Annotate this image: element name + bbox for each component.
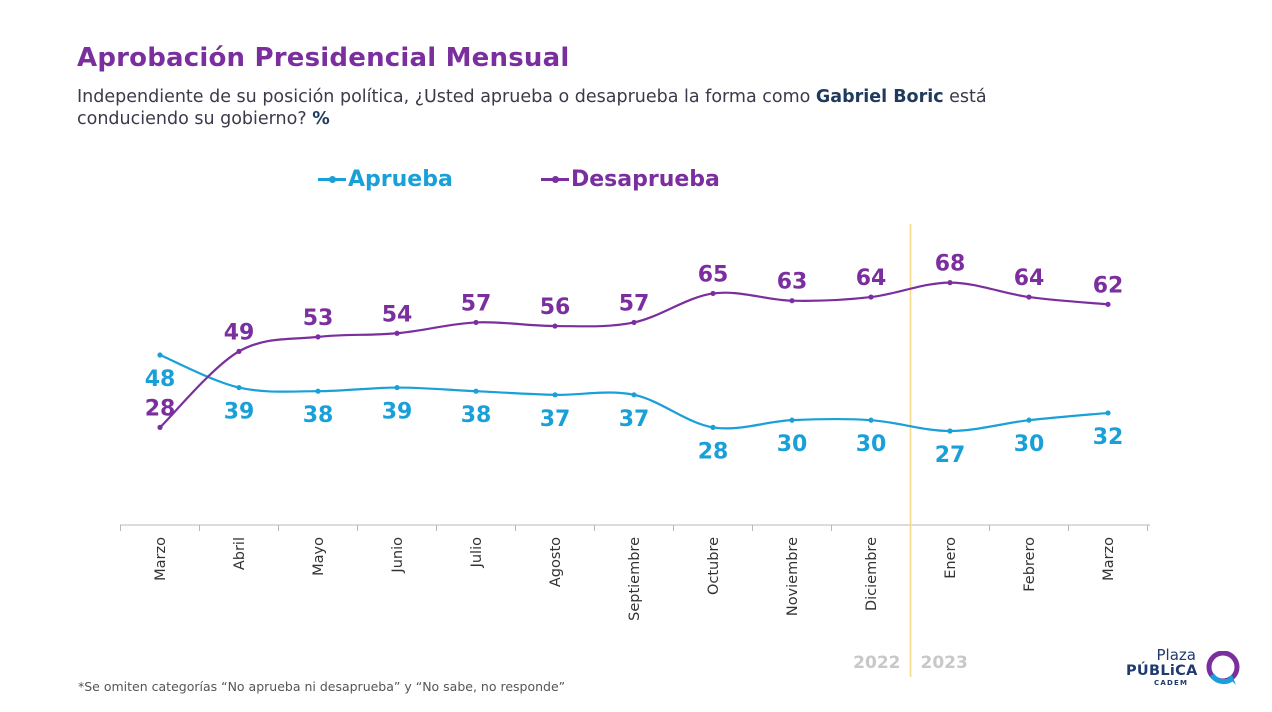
legend-swatch-desaprueba — [541, 176, 569, 183]
data-label-desaprueba: 68 — [935, 252, 966, 277]
question-unit: % — [312, 109, 330, 129]
data-label-desaprueba: 54 — [382, 302, 413, 327]
data-label-aprueba: 37 — [540, 407, 571, 432]
data-point-aprueba — [631, 392, 637, 398]
survey-question: Independiente de su posición política, ¿… — [77, 86, 1087, 130]
data-point-aprueba — [236, 384, 242, 391]
data-label-desaprueba: 28 — [145, 396, 176, 421]
data-label-aprueba: 30 — [777, 432, 808, 457]
data-label-desaprueba: 53 — [303, 306, 334, 331]
x-tick-label: Agosto — [548, 537, 564, 587]
speech-bubble-logo-icon — [1206, 651, 1240, 685]
legend-swatch-aprueba — [318, 176, 346, 183]
data-label-aprueba: 30 — [856, 432, 887, 457]
year-label-2023: 2023 — [921, 653, 968, 673]
legend-item-aprueba: Aprueba — [318, 167, 453, 192]
logo-text-plaza: Plaza — [1156, 646, 1196, 664]
data-label-aprueba: 39 — [382, 400, 413, 425]
data-point-desaprueba — [236, 348, 242, 354]
data-point-aprueba — [315, 388, 321, 394]
data-label-desaprueba: 64 — [1014, 266, 1045, 291]
data-point-aprueba — [947, 428, 953, 434]
data-label-desaprueba: 56 — [540, 295, 571, 320]
data-point-desaprueba — [315, 334, 321, 340]
x-tick-label: Noviembre — [785, 537, 801, 616]
data-point-aprueba — [710, 424, 716, 430]
data-point-aprueba — [789, 417, 795, 423]
x-tick-label: Abril — [232, 537, 248, 570]
question-person-name: Gabriel Boric — [815, 87, 944, 107]
logo-text-publica: PÚBLiCA — [1126, 663, 1198, 679]
data-point-aprueba — [868, 417, 874, 423]
footnote: *Se omiten categorías “No aprueba ni des… — [78, 679, 566, 694]
x-tick-label: Mayo — [311, 537, 327, 576]
data-label-aprueba: 27 — [935, 443, 966, 468]
data-point-aprueba — [552, 392, 558, 398]
legend-item-desaprueba: Desaprueba — [541, 167, 720, 192]
plaza-publica-cadem-logo: Plaza PÚBLiCA CADEM — [1122, 645, 1242, 689]
question-text-before: Independiente de su posición política, ¿… — [77, 87, 816, 107]
legend-label-desaprueba: Desaprueba — [571, 167, 720, 192]
data-label-aprueba: 39 — [224, 400, 255, 425]
data-label-desaprueba: 57 — [619, 291, 650, 316]
data-point-aprueba — [157, 352, 163, 358]
data-label-desaprueba: 57 — [461, 291, 492, 316]
data-point-desaprueba — [868, 294, 874, 300]
data-point-aprueba — [473, 388, 479, 394]
data-point-desaprueba — [394, 330, 400, 336]
x-tick-label: Junio — [390, 537, 406, 574]
chart-title: Aprobación Presidencial Mensual — [77, 43, 570, 73]
data-point-desaprueba — [473, 319, 479, 326]
data-label-desaprueba: 63 — [777, 270, 808, 295]
x-tick-label: Marzo — [153, 537, 169, 581]
data-label-desaprueba: 64 — [856, 266, 887, 291]
data-point-aprueba — [1105, 410, 1111, 416]
data-label-desaprueba: 49 — [224, 320, 255, 345]
data-point-desaprueba — [631, 319, 637, 326]
data-point-desaprueba — [1105, 301, 1111, 307]
data-point-desaprueba — [157, 424, 163, 430]
data-label-aprueba: 38 — [461, 403, 492, 428]
data-label-desaprueba: 65 — [698, 262, 729, 287]
year-label-2022: 2022 — [853, 653, 900, 673]
logo-text-cadem: CADEM — [1154, 679, 1189, 687]
data-point-desaprueba — [789, 298, 795, 304]
data-point-desaprueba — [552, 323, 558, 329]
x-tick-label: Febrero — [1022, 537, 1038, 592]
data-label-aprueba: 38 — [303, 403, 334, 428]
question-text-after: está conduciendo su gobierno? — [77, 87, 987, 129]
data-point-desaprueba — [947, 280, 953, 286]
x-tick-label: Julio — [469, 537, 485, 569]
data-label-aprueba: 32 — [1093, 425, 1124, 450]
data-label-aprueba: 37 — [619, 407, 650, 432]
x-tick-label: Enero — [943, 537, 959, 579]
data-label-aprueba: 28 — [698, 439, 729, 464]
data-point-aprueba — [1026, 417, 1032, 423]
data-point-desaprueba — [710, 290, 716, 297]
data-point-aprueba — [394, 384, 400, 391]
x-tick-label: Octubre — [706, 537, 722, 595]
x-tick-label: Diciembre — [864, 537, 880, 611]
data-label-desaprueba: 62 — [1093, 273, 1124, 298]
legend-label-aprueba: Aprueba — [348, 167, 453, 192]
data-label-aprueba: 30 — [1014, 432, 1045, 457]
x-tick-label: Marzo — [1101, 537, 1117, 581]
data-label-aprueba: 48 — [145, 367, 176, 392]
x-tick-label: Septiembre — [627, 537, 643, 621]
data-point-desaprueba — [1026, 294, 1032, 300]
